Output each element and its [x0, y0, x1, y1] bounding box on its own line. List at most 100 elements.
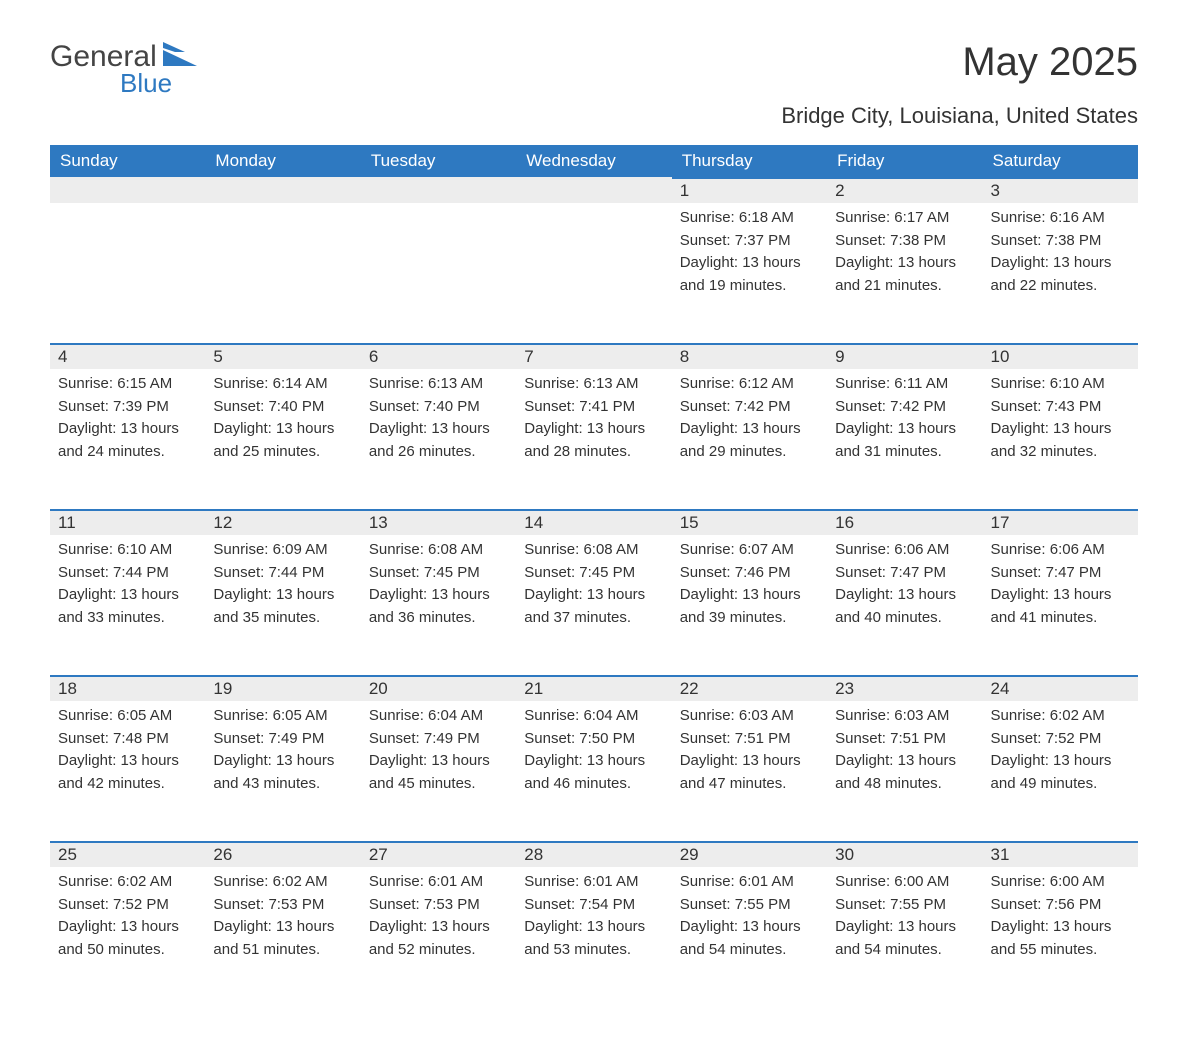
logo: General Blue: [50, 40, 197, 99]
sunset-text: Sunset: 7:40 PM: [369, 396, 508, 419]
week-details-row: Sunrise: 6:02 AMSunset: 7:52 PMDaylight:…: [50, 867, 1138, 1007]
day-number: 16: [827, 509, 982, 535]
day-number: 17: [983, 509, 1138, 535]
daylight-text: Daylight: 13 hours and 46 minutes.: [524, 750, 663, 795]
day-number: 18: [50, 675, 205, 701]
sunset-text: Sunset: 7:47 PM: [835, 562, 974, 585]
day-cell-details: Sunrise: 6:03 AMSunset: 7:51 PMDaylight:…: [672, 701, 827, 841]
day-details: Sunrise: 6:10 AMSunset: 7:44 PMDaylight:…: [50, 535, 205, 645]
day-details: Sunrise: 6:18 AMSunset: 7:37 PMDaylight:…: [672, 203, 827, 313]
day-details: Sunrise: 6:16 AMSunset: 7:38 PMDaylight:…: [983, 203, 1138, 313]
day-number: 23: [827, 675, 982, 701]
day-number: [50, 177, 205, 203]
day-cell-details: Sunrise: 6:05 AMSunset: 7:49 PMDaylight:…: [205, 701, 360, 841]
daylight-text: Daylight: 13 hours and 47 minutes.: [680, 750, 819, 795]
day-header: Saturday: [983, 145, 1138, 177]
daylight-text: Daylight: 13 hours and 39 minutes.: [680, 584, 819, 629]
sunset-text: Sunset: 7:45 PM: [524, 562, 663, 585]
day-cell-details: Sunrise: 6:00 AMSunset: 7:55 PMDaylight:…: [827, 867, 982, 1007]
daylight-text: Daylight: 13 hours and 43 minutes.: [213, 750, 352, 795]
sunrise-text: Sunrise: 6:17 AM: [835, 207, 974, 230]
sunrise-text: Sunrise: 6:05 AM: [58, 705, 197, 728]
day-number: 24: [983, 675, 1138, 701]
day-cell-number: 21: [516, 675, 671, 701]
sunset-text: Sunset: 7:42 PM: [835, 396, 974, 419]
sunrise-text: Sunrise: 6:00 AM: [991, 871, 1130, 894]
daylight-text: Daylight: 13 hours and 53 minutes.: [524, 916, 663, 961]
sunset-text: Sunset: 7:40 PM: [213, 396, 352, 419]
day-cell-number: 5: [205, 343, 360, 369]
daylight-text: Daylight: 13 hours and 40 minutes.: [835, 584, 974, 629]
day-cell-details: Sunrise: 6:06 AMSunset: 7:47 PMDaylight:…: [983, 535, 1138, 675]
day-number: 21: [516, 675, 671, 701]
day-details: Sunrise: 6:04 AMSunset: 7:49 PMDaylight:…: [361, 701, 516, 811]
day-header-row: Sunday Monday Tuesday Wednesday Thursday…: [50, 145, 1138, 177]
daylight-text: Daylight: 13 hours and 48 minutes.: [835, 750, 974, 795]
sunrise-text: Sunrise: 6:04 AM: [524, 705, 663, 728]
daylight-text: Daylight: 13 hours and 29 minutes.: [680, 418, 819, 463]
day-details: Sunrise: 6:00 AMSunset: 7:55 PMDaylight:…: [827, 867, 982, 977]
day-cell-details: Sunrise: 6:02 AMSunset: 7:53 PMDaylight:…: [205, 867, 360, 1007]
sunset-text: Sunset: 7:43 PM: [991, 396, 1130, 419]
sunrise-text: Sunrise: 6:11 AM: [835, 373, 974, 396]
day-cell-number: 30: [827, 841, 982, 867]
day-number: 19: [205, 675, 360, 701]
day-cell-number: [516, 177, 671, 203]
day-cell-details: Sunrise: 6:13 AMSunset: 7:40 PMDaylight:…: [361, 369, 516, 509]
day-cell-details: [205, 203, 360, 343]
week-daynum-row: 45678910: [50, 343, 1138, 369]
daylight-text: Daylight: 13 hours and 37 minutes.: [524, 584, 663, 629]
sunset-text: Sunset: 7:38 PM: [991, 230, 1130, 253]
day-cell-number: 22: [672, 675, 827, 701]
day-cell-number: 27: [361, 841, 516, 867]
sunrise-text: Sunrise: 6:06 AM: [991, 539, 1130, 562]
day-details: Sunrise: 6:00 AMSunset: 7:56 PMDaylight:…: [983, 867, 1138, 977]
day-cell-details: [50, 203, 205, 343]
day-number: 28: [516, 841, 671, 867]
day-number: 26: [205, 841, 360, 867]
sunset-text: Sunset: 7:51 PM: [835, 728, 974, 751]
day-number: 10: [983, 343, 1138, 369]
day-cell-number: 31: [983, 841, 1138, 867]
day-cell-number: 26: [205, 841, 360, 867]
sunrise-text: Sunrise: 6:08 AM: [369, 539, 508, 562]
day-cell-details: Sunrise: 6:09 AMSunset: 7:44 PMDaylight:…: [205, 535, 360, 675]
sunrise-text: Sunrise: 6:14 AM: [213, 373, 352, 396]
daylight-text: Daylight: 13 hours and 32 minutes.: [991, 418, 1130, 463]
day-cell-details: Sunrise: 6:18 AMSunset: 7:37 PMDaylight:…: [672, 203, 827, 343]
sunrise-text: Sunrise: 6:03 AM: [680, 705, 819, 728]
week-daynum-row: 123: [50, 177, 1138, 203]
day-details: Sunrise: 6:01 AMSunset: 7:54 PMDaylight:…: [516, 867, 671, 977]
sunset-text: Sunset: 7:53 PM: [213, 894, 352, 917]
calendar-body: 123Sunrise: 6:18 AMSunset: 7:37 PMDaylig…: [50, 177, 1138, 1007]
sunset-text: Sunset: 7:45 PM: [369, 562, 508, 585]
day-details: Sunrise: 6:05 AMSunset: 7:49 PMDaylight:…: [205, 701, 360, 811]
day-cell-details: Sunrise: 6:15 AMSunset: 7:39 PMDaylight:…: [50, 369, 205, 509]
day-details: Sunrise: 6:09 AMSunset: 7:44 PMDaylight:…: [205, 535, 360, 645]
day-number: 9: [827, 343, 982, 369]
calendar-table: Sunday Monday Tuesday Wednesday Thursday…: [50, 145, 1138, 1007]
day-number: 27: [361, 841, 516, 867]
sunrise-text: Sunrise: 6:08 AM: [524, 539, 663, 562]
sunset-text: Sunset: 7:50 PM: [524, 728, 663, 751]
day-cell-number: [361, 177, 516, 203]
sunset-text: Sunset: 7:55 PM: [680, 894, 819, 917]
day-details: Sunrise: 6:02 AMSunset: 7:52 PMDaylight:…: [983, 701, 1138, 811]
sunrise-text: Sunrise: 6:02 AM: [213, 871, 352, 894]
day-details: [205, 203, 360, 223]
day-number: [205, 177, 360, 203]
daylight-text: Daylight: 13 hours and 25 minutes.: [213, 418, 352, 463]
page-title: May 2025: [962, 40, 1138, 85]
day-number: 29: [672, 841, 827, 867]
sunrise-text: Sunrise: 6:06 AM: [835, 539, 974, 562]
daylight-text: Daylight: 13 hours and 31 minutes.: [835, 418, 974, 463]
daylight-text: Daylight: 13 hours and 50 minutes.: [58, 916, 197, 961]
day-cell-details: Sunrise: 6:03 AMSunset: 7:51 PMDaylight:…: [827, 701, 982, 841]
flag-icon: [163, 42, 197, 66]
week-details-row: Sunrise: 6:10 AMSunset: 7:44 PMDaylight:…: [50, 535, 1138, 675]
sunrise-text: Sunrise: 6:15 AM: [58, 373, 197, 396]
day-cell-details: Sunrise: 6:10 AMSunset: 7:43 PMDaylight:…: [983, 369, 1138, 509]
sunset-text: Sunset: 7:44 PM: [213, 562, 352, 585]
day-cell-number: 8: [672, 343, 827, 369]
day-cell-details: [516, 203, 671, 343]
